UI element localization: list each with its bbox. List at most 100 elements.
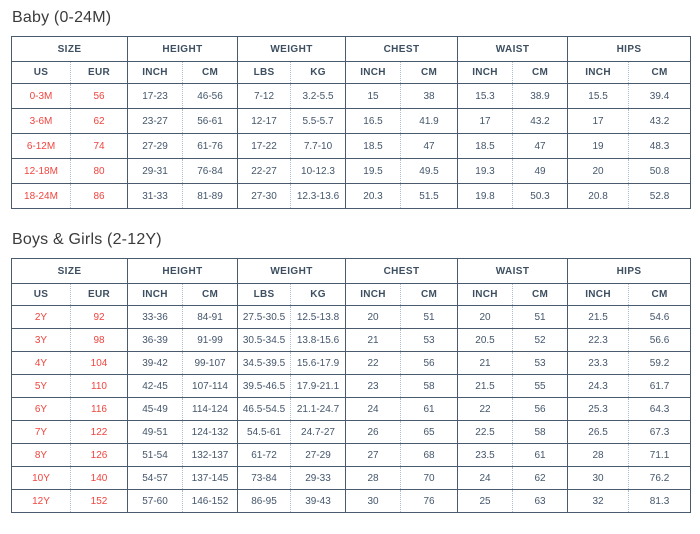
table-row: 0-3M 56 17-23 46-56 7-12 3.2-5.5 15 38 15.3 38.9 1… (11, 83, 691, 109)
size-cell: 12Y (11, 489, 71, 513)
table-row: 3Y 98 36-39 91-99 30.5-34.5 13.8-15.6 21 53 20.5… (11, 328, 691, 352)
size-cell: 86 (69, 183, 128, 209)
column-subheader: LBS (237, 283, 291, 306)
column-group-header: WEIGHT (237, 258, 346, 284)
measurement-cell: 24.7-27 (290, 420, 346, 444)
size-cell: 3Y (11, 328, 71, 352)
measurement-cell: 46-56 (182, 83, 238, 109)
boys-girls-size-table: SIZE HEIGHT WEIGHT CHEST WAIST HIPS US EUR INCH C… (11, 258, 692, 513)
measurement-cell: 59.2 (628, 351, 691, 375)
table-row: 2Y 92 33-36 84-91 27.5-30.5 12.5-13.8 20 51 20 51… (11, 305, 691, 329)
column-group-header: HIPS (567, 258, 691, 284)
measurement-cell: 16.5 (345, 108, 401, 134)
column-subheader: INCH (457, 283, 513, 306)
measurement-cell: 86-95 (237, 489, 291, 513)
measurement-cell: 27-30 (237, 183, 291, 209)
measurement-cell: 55 (512, 374, 568, 398)
measurement-cell: 52.8 (628, 183, 691, 209)
measurement-cell: 56.6 (628, 328, 691, 352)
measurement-cell: 70 (400, 466, 458, 490)
measurement-cell: 27-29 (290, 443, 346, 467)
measurement-cell: 58 (512, 420, 568, 444)
measurement-cell: 17-23 (127, 83, 183, 109)
measurement-cell: 64.3 (628, 397, 691, 421)
column-group-header-row: SIZE HEIGHT WEIGHT CHEST WAIST HIPS (11, 36, 691, 62)
measurement-cell: 38.9 (512, 83, 568, 109)
column-subheader: CM (400, 283, 458, 306)
measurement-cell: 54.5-61 (237, 420, 291, 444)
measurement-cell: 23-27 (127, 108, 183, 134)
size-cell: 80 (69, 158, 128, 184)
measurement-cell: 61-76 (182, 133, 238, 159)
measurement-cell: 30 (567, 466, 629, 490)
measurement-cell: 17 (567, 108, 629, 134)
measurement-cell: 76.2 (628, 466, 691, 490)
measurement-cell: 23.3 (567, 351, 629, 375)
measurement-cell: 39.4 (628, 83, 691, 109)
measurement-cell: 19 (567, 133, 629, 159)
measurement-cell: 61 (512, 443, 568, 467)
column-subheader: CM (182, 61, 238, 84)
measurement-cell: 24 (345, 397, 401, 421)
measurement-cell: 52 (512, 328, 568, 352)
column-subheader: CM (512, 283, 568, 306)
size-cell: 6Y (11, 397, 71, 421)
column-subheader: KG (290, 61, 346, 84)
measurement-cell: 34.5-39.5 (237, 351, 291, 375)
size-cell: 56 (69, 83, 128, 109)
measurement-cell: 58 (400, 374, 458, 398)
size-chart-page: Baby (0-24M) SIZE HEIGHT WEIGHT CHEST WAIST H… (11, 9, 692, 513)
measurement-cell: 13.8-15.6 (290, 328, 346, 352)
size-cell: 12-18M (11, 158, 71, 184)
measurement-cell: 57-60 (127, 489, 183, 513)
table-row: 8Y 126 51-54 132-137 61-72 27-29 27 68 23.5 61 28 7… (11, 443, 691, 467)
column-group-header: SIZE (11, 36, 128, 62)
table-row: 12-18M 80 29-31 76-84 22-27 10-12.3 19.5 49.5 19… (11, 158, 691, 184)
measurement-cell: 84-91 (182, 305, 238, 329)
measurement-cell: 25 (457, 489, 513, 513)
measurement-cell: 25.3 (567, 397, 629, 421)
measurement-cell: 47 (400, 133, 458, 159)
measurement-cell: 132-137 (182, 443, 238, 467)
measurement-cell: 71.1 (628, 443, 691, 467)
measurement-cell: 61-72 (237, 443, 291, 467)
measurement-cell: 42-45 (127, 374, 183, 398)
column-subheader-row: US EUR INCH CM LBS KG INCH CM INCH CM INCH CM (11, 283, 691, 306)
size-cell: 116 (69, 397, 128, 421)
column-group-header: WAIST (457, 258, 568, 284)
measurement-cell: 20.5 (457, 328, 513, 352)
measurement-cell: 24.3 (567, 374, 629, 398)
measurement-cell: 107-114 (182, 374, 238, 398)
measurement-cell: 20 (457, 305, 513, 329)
measurement-cell: 26 (345, 420, 401, 444)
measurement-cell: 43.2 (628, 108, 691, 134)
column-subheader: CM (400, 61, 458, 84)
column-group-header: SIZE (11, 258, 128, 284)
measurement-cell: 51.5 (400, 183, 458, 209)
baby-size-table: SIZE HEIGHT WEIGHT CHEST WAIST HIPS US EUR INCH C… (11, 36, 692, 209)
measurement-cell: 47 (512, 133, 568, 159)
measurement-cell: 91-99 (182, 328, 238, 352)
measurement-cell: 23 (345, 374, 401, 398)
measurement-cell: 29-33 (290, 466, 346, 490)
column-group-header: HEIGHT (127, 258, 238, 284)
column-subheader: US (11, 283, 71, 306)
measurement-cell: 20 (345, 305, 401, 329)
measurement-cell: 12.5-13.8 (290, 305, 346, 329)
measurement-cell: 7-12 (237, 83, 291, 109)
measurement-cell: 53 (512, 351, 568, 375)
measurement-cell: 39-43 (290, 489, 346, 513)
measurement-cell: 50.8 (628, 158, 691, 184)
table-row: 7Y 122 49-51 124-132 54.5-61 24.7-27 26 65 22.5 5… (11, 420, 691, 444)
column-subheader: INCH (567, 61, 629, 84)
measurement-cell: 68 (400, 443, 458, 467)
column-group-header: WEIGHT (237, 36, 346, 62)
column-group-header: HIPS (567, 36, 691, 62)
size-cell: 3-6M (11, 108, 71, 134)
measurement-cell: 19.5 (345, 158, 401, 184)
size-cell: 8Y (11, 443, 71, 467)
measurement-cell: 18.5 (345, 133, 401, 159)
measurement-cell: 18.5 (457, 133, 513, 159)
measurement-cell: 61.7 (628, 374, 691, 398)
table-row: 18-24M 86 31-33 81-89 27-30 12.3-13.6 20.3 51.5… (11, 183, 691, 209)
